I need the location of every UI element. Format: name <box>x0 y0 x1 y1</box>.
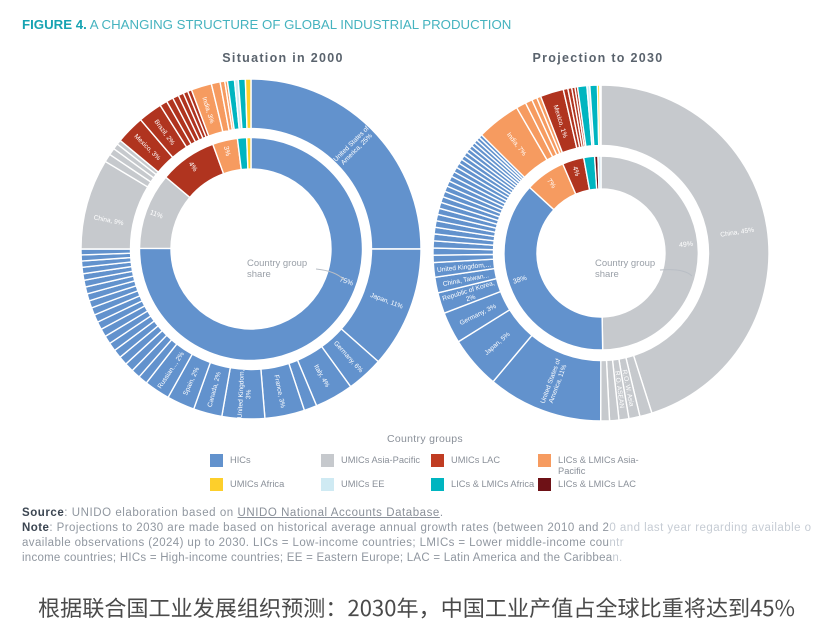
svg-text:49%: 49% <box>679 241 694 249</box>
svg-text:3%: 3% <box>222 145 231 156</box>
svg-text:share: share <box>595 269 619 280</box>
svg-text:4%: 4% <box>571 166 581 178</box>
svg-text:4%: 4% <box>187 161 199 173</box>
svg-text:11%: 11% <box>149 209 164 220</box>
svg-text:38%: 38% <box>512 275 527 286</box>
svg-text:Country group: Country group <box>595 258 655 269</box>
svg-text:Country group: Country group <box>247 258 307 269</box>
svg-text:share: share <box>247 269 271 280</box>
svg-text:7%: 7% <box>545 178 557 190</box>
svg-text:United Kingdom,: United Kingdom, <box>237 369 246 418</box>
svg-text:75%: 75% <box>338 276 354 287</box>
svg-text:3%: 3% <box>245 389 252 399</box>
svg-text:2%: 2% <box>465 294 476 304</box>
